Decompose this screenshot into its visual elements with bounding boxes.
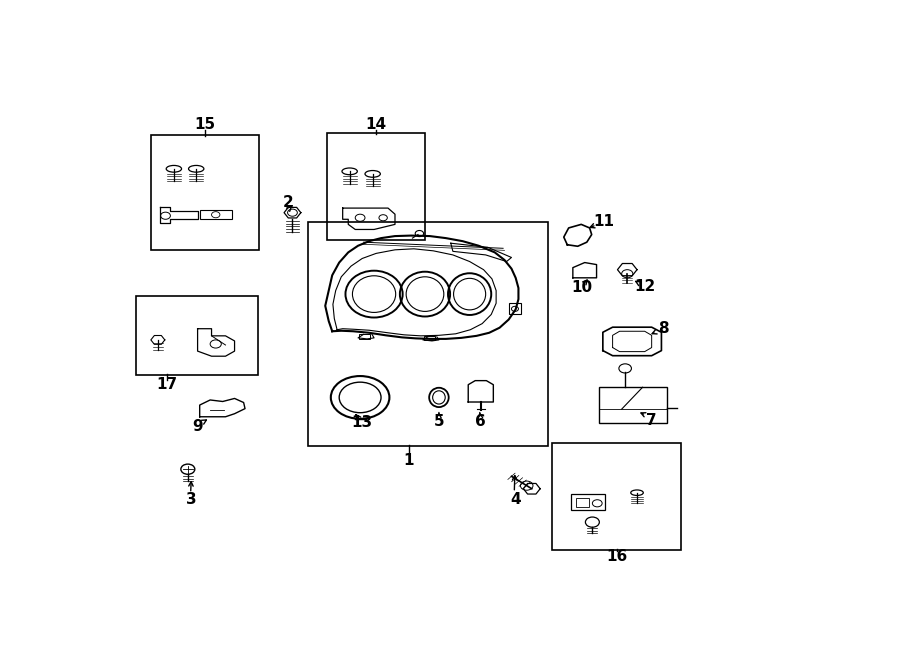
Text: 4: 4 xyxy=(510,492,521,507)
Text: 10: 10 xyxy=(572,280,592,295)
Bar xyxy=(598,387,667,423)
Text: 14: 14 xyxy=(365,116,387,132)
Text: 5: 5 xyxy=(434,414,445,429)
Bar xyxy=(308,222,548,446)
Bar xyxy=(359,334,370,339)
Text: 1: 1 xyxy=(404,453,414,467)
Text: 8: 8 xyxy=(658,321,669,336)
Text: 13: 13 xyxy=(352,415,373,430)
Text: 15: 15 xyxy=(194,116,216,132)
Text: 7: 7 xyxy=(645,413,656,428)
Bar xyxy=(136,295,257,375)
Bar xyxy=(552,444,681,550)
Text: 11: 11 xyxy=(594,214,615,229)
Bar xyxy=(508,303,521,315)
Text: 6: 6 xyxy=(475,414,486,429)
Text: 12: 12 xyxy=(634,280,655,295)
Bar xyxy=(576,498,589,507)
Text: 16: 16 xyxy=(607,549,627,564)
Bar xyxy=(201,210,232,219)
Bar xyxy=(572,494,605,510)
Text: 17: 17 xyxy=(157,377,177,392)
Text: 2: 2 xyxy=(283,195,293,210)
Bar xyxy=(151,136,259,250)
Text: 9: 9 xyxy=(193,420,202,434)
Bar xyxy=(328,133,425,240)
Text: 3: 3 xyxy=(186,492,196,507)
Bar xyxy=(424,336,435,340)
